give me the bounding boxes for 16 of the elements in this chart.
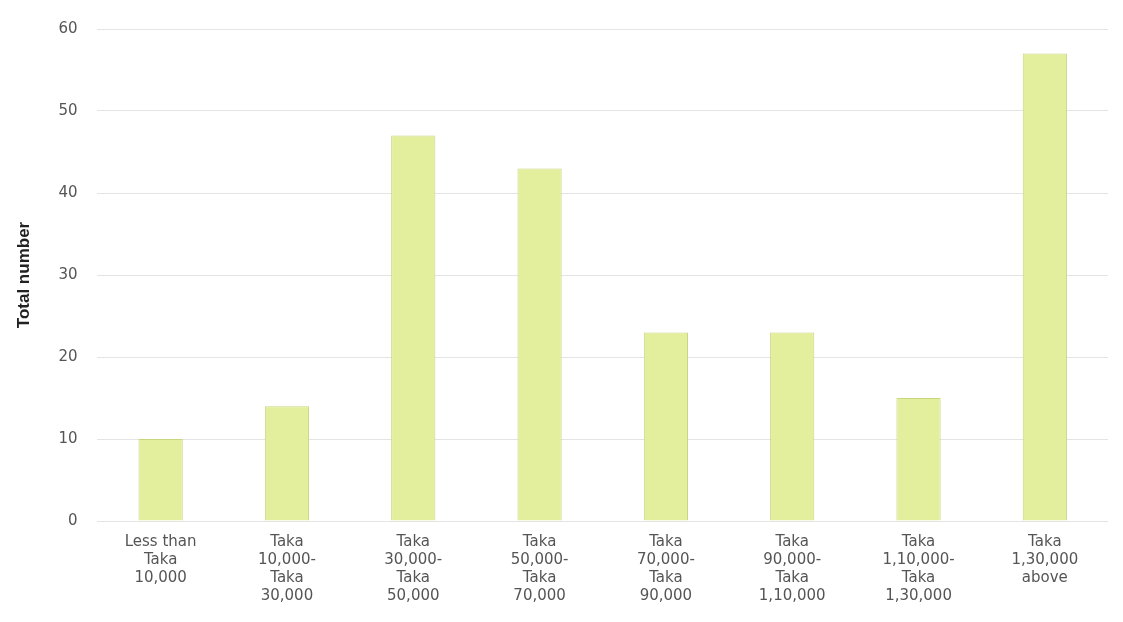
y-tick-label: 50 [58,100,78,119]
x-tick-label: Taka 50,000-Taka 70,000 [510,531,569,604]
x-tick-label: Less than Taka 10,000 [124,531,197,586]
y-tick-label: 0 [67,510,78,529]
x-tick-label: Taka 30,000-Taka 50,000 [384,531,443,604]
y-tick-label: 40 [58,182,78,201]
x-tick-label: Taka 90,000-Taka 1,10,000 [758,531,826,604]
x-tick-label: Taka 1,30,000 above [1011,531,1079,586]
x-tick-label: Taka 70,000-Taka 90,000 [636,531,695,604]
y-tick-label: 10 [58,428,78,447]
y-tick-label: 20 [58,346,78,365]
y-tick-label: 60 [58,18,78,37]
y-tick-label: 30 [58,264,78,283]
y-axis-title: Total number [13,221,33,329]
x-tick-label: Taka 10,000-Taka 30,000 [258,531,316,604]
x-tick-label: Taka 1,10,000-Taka 1,30,000 [882,531,955,604]
